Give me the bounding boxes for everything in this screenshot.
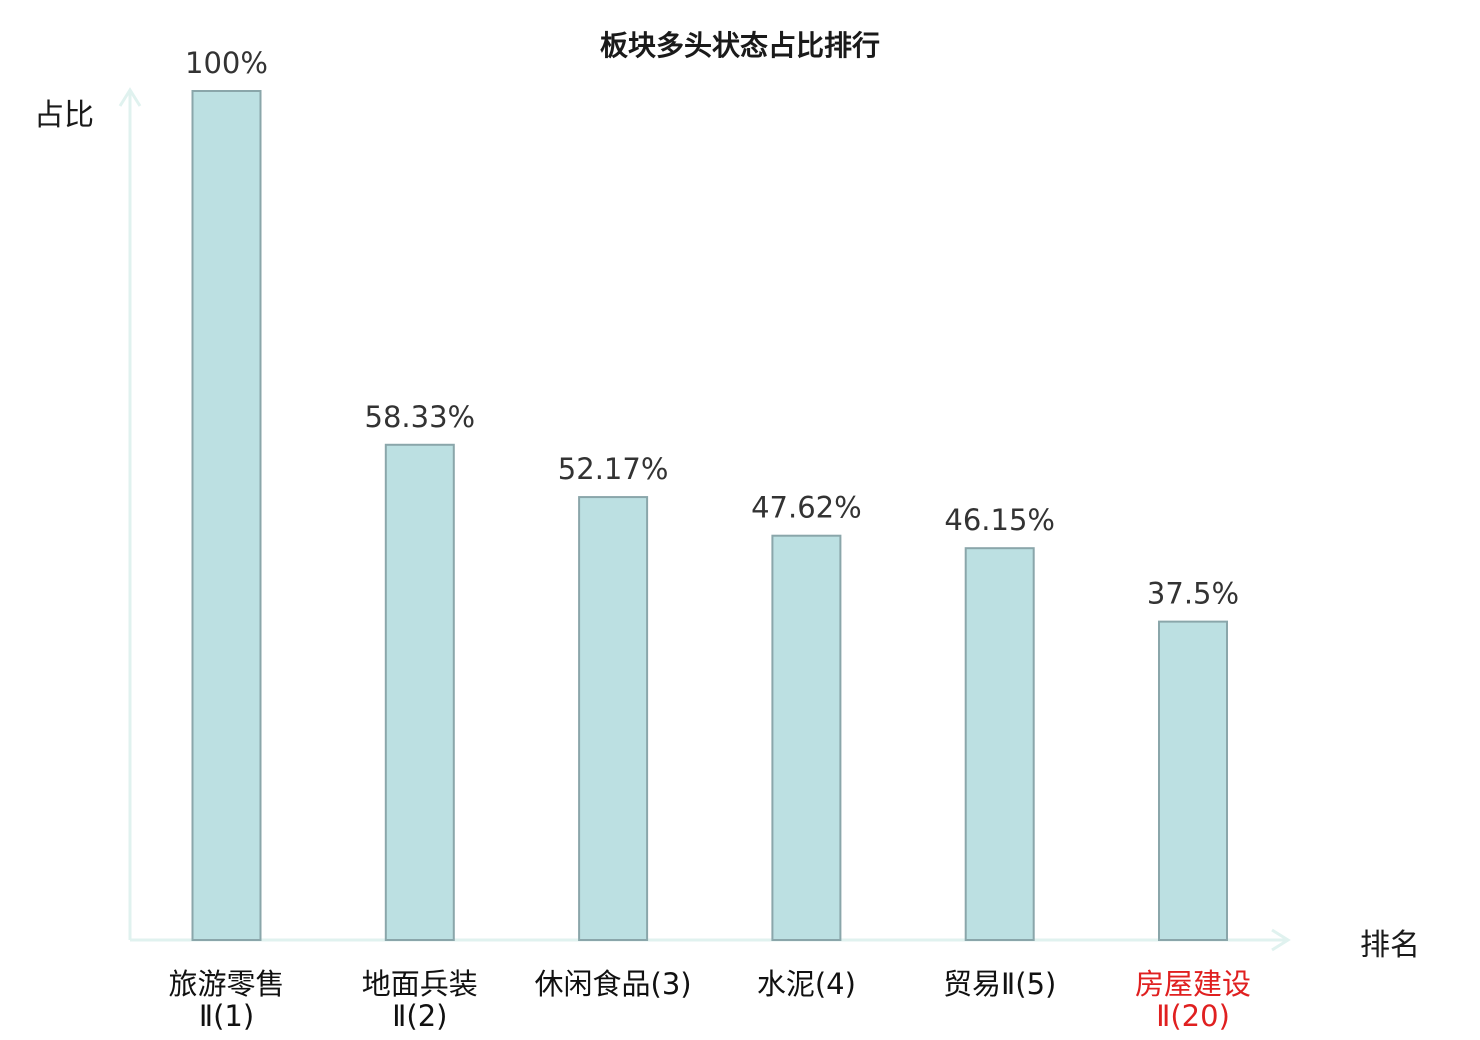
value-label: 47.62% bbox=[751, 491, 862, 525]
category-label: 地面兵装 bbox=[362, 967, 478, 1001]
bars-group bbox=[191, 90, 1228, 942]
category-label: 水泥(4) bbox=[757, 967, 856, 1001]
category-label: 旅游零售 bbox=[168, 967, 284, 1001]
category-label-line2: Ⅱ(20) bbox=[1156, 999, 1230, 1033]
y-axis-title: 占比 bbox=[34, 98, 94, 133]
y-axis-arrow-icon bbox=[118, 87, 142, 107]
category-label: 房屋建设 bbox=[1135, 967, 1251, 1001]
value-label: 46.15% bbox=[944, 503, 1055, 537]
category-label-line2: Ⅱ(1) bbox=[199, 999, 254, 1033]
bar bbox=[1158, 620, 1228, 941]
category-label-line2: Ⅱ(2) bbox=[392, 999, 447, 1033]
x-axis-title: 排名 bbox=[1360, 928, 1420, 963]
category-label: 休闲食品(3) bbox=[535, 967, 692, 1001]
bar bbox=[964, 547, 1035, 942]
axes-group bbox=[118, 87, 1291, 952]
category-label: 贸易Ⅱ(5) bbox=[943, 967, 1056, 1001]
value-label: 37.5% bbox=[1147, 577, 1239, 611]
chart-title: 板块多头状态占比排行 bbox=[599, 29, 880, 62]
bar bbox=[578, 496, 649, 941]
bar bbox=[771, 534, 842, 941]
value-labels-group: 100% 58.33% 52.17% 47.62% 46.15% 37.5% bbox=[185, 46, 1239, 611]
x-axis-arrow-icon bbox=[1271, 928, 1291, 952]
value-label: 52.17% bbox=[558, 452, 669, 486]
value-label: 58.33% bbox=[365, 400, 476, 434]
value-label: 100% bbox=[185, 46, 268, 80]
bar bbox=[191, 90, 262, 941]
bar bbox=[384, 443, 455, 941]
